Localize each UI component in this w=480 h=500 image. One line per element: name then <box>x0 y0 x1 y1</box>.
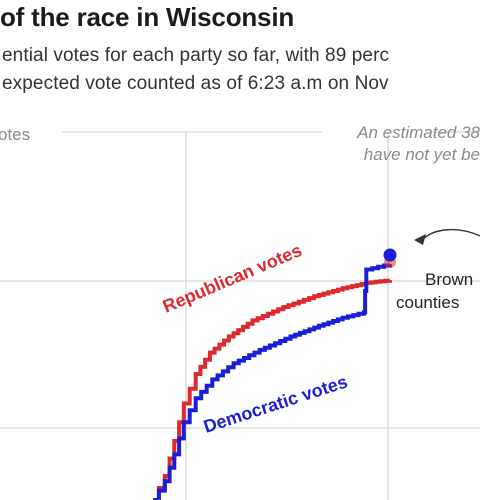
brown-county-note-line1: Brown <box>425 270 474 289</box>
current-total-marker-democratic <box>383 248 397 262</box>
chart-subtitle-line1: ential votes for each party so far, with… <box>2 45 390 66</box>
annotation-arrow <box>421 228 480 241</box>
democratic-votes-label: Democratic votes <box>201 371 350 436</box>
gridlines <box>0 131 480 500</box>
remaining-vote-note-line2: have not yet be <box>363 145 480 164</box>
y-axis-label: otes <box>0 125 30 144</box>
annotation-arrowhead <box>414 234 426 245</box>
democratic-votes-line <box>153 263 392 500</box>
chart-title: of the race in Wisconsin <box>0 2 295 32</box>
chart-subtitle-line2: expected vote counted as of 6:23 a.m on … <box>2 73 389 94</box>
remaining-vote-note-line1: An estimated 38 <box>357 123 480 142</box>
brown-county-note-line2: counties <box>396 293 460 312</box>
